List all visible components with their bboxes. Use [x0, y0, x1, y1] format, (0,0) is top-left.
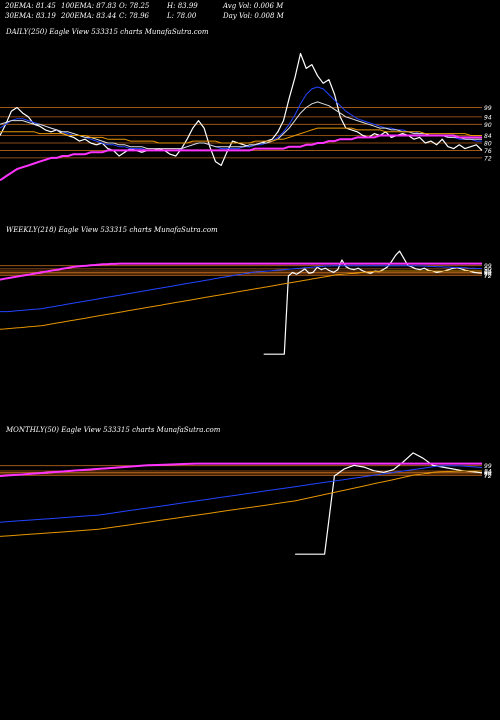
daily-series-0 — [0, 52, 483, 166]
ema30-stat: 30EMA: 83.19 — [5, 12, 56, 20]
daily-y-tick-0: 99 — [484, 105, 492, 112]
monthly-y-tick-4: 72 — [484, 473, 492, 480]
weekly-series-0 — [263, 250, 483, 355]
daily-series-3 — [0, 127, 482, 144]
weekly-y-tick-0: 99 — [484, 263, 492, 270]
weekly-y-tick-1: 90 — [484, 266, 492, 273]
weekly-series-3 — [0, 262, 482, 281]
day-vol-stat: Day Vol: 0.008 M — [223, 12, 284, 20]
daily-series-2 — [0, 101, 482, 150]
daily-y-tick-1: 94 — [484, 114, 492, 121]
ema100-stat: 100EMA: 87.83 — [61, 2, 117, 10]
monthly-y-tick-3: 76 — [484, 471, 492, 478]
monthly-y-tick-1: 84 — [484, 469, 492, 476]
weekly-y-tick-5: 72 — [484, 273, 492, 280]
monthly-panel-title: MONTHLY(50) Eagle View 533315 charts Mun… — [6, 426, 221, 434]
monthly-y-tick-2: 80 — [484, 470, 492, 477]
open-stat: O: 78.25 — [119, 2, 150, 10]
daily-y-tick-3: 84 — [484, 133, 492, 140]
daily-series-1 — [0, 86, 482, 151]
weekly-series-1 — [0, 265, 482, 313]
weekly-y-tick-4: 76 — [484, 271, 492, 278]
weekly-y-tick-3: 80 — [484, 270, 492, 277]
daily-y-tick-5: 76 — [484, 148, 492, 155]
monthly-series-0 — [295, 452, 483, 555]
ema200-stat: 200EMA: 83.44 — [61, 12, 117, 20]
daily-series-4 — [0, 134, 482, 182]
daily-y-tick-2: 90 — [484, 122, 492, 129]
monthly-series-1 — [0, 465, 483, 523]
monthly-series-3 — [0, 462, 482, 477]
daily-panel-title: DAILY(250) Eagle View 533315 charts Muna… — [6, 28, 209, 36]
ema20-stat: 20EMA: 81.45 — [5, 2, 56, 10]
daily-y-tick-6: 72 — [484, 155, 492, 162]
daily-y-tick-4: 80 — [484, 140, 492, 147]
weekly-series-2 — [0, 270, 482, 330]
monthly-y-tick-0: 99 — [484, 463, 492, 470]
price-stats: 20EMA: 81.45 100EMA: 87.83 O: 78.25 H: 8… — [5, 2, 284, 21]
weekly-y-tick-2: 84 — [484, 269, 492, 276]
weekly-panel-title: WEEKLY(218) Eagle View 533315 charts Mun… — [6, 226, 218, 234]
high-stat: H: 83.99 — [167, 2, 198, 10]
close-stat: C: 78.96 — [119, 12, 149, 20]
monthly-series-2 — [0, 470, 482, 537]
low-stat: L: 78.00 — [167, 12, 197, 20]
avg-vol-stat: Avg Vol: 0.006 M — [223, 2, 284, 10]
